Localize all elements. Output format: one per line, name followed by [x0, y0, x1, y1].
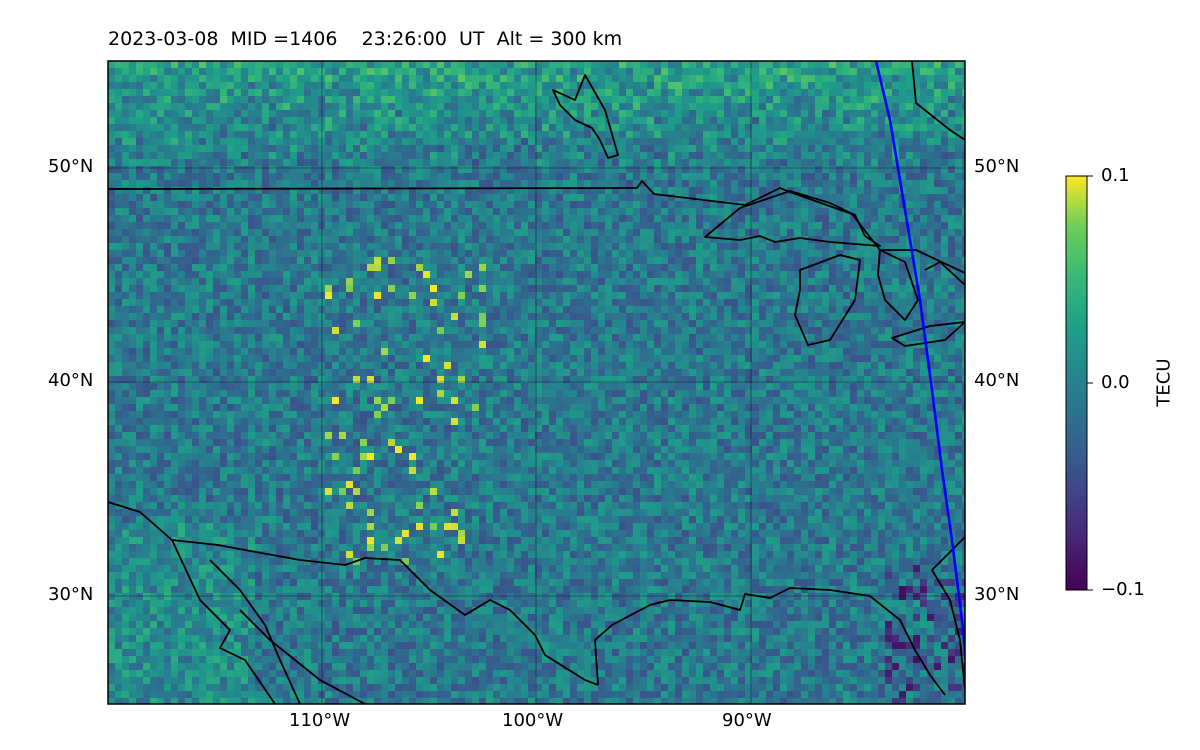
lon-label-100: 100°W — [502, 710, 564, 731]
florida-coast — [931, 536, 965, 691]
lat-label-50-left: 50°N — [48, 156, 94, 177]
colorbar — [1065, 175, 1088, 591]
baja-peninsula — [171, 539, 276, 704]
lake-michigan — [794, 254, 861, 346]
colorbar-tick-min: −0.1 — [1101, 579, 1145, 600]
mexico-west-coast — [239, 609, 366, 704]
lake-huron — [877, 249, 919, 321]
colorbar-tick-max: 0.1 — [1101, 165, 1130, 186]
ontario-coast — [924, 261, 965, 286]
tec-raster — [108, 61, 965, 704]
gridlines — [108, 61, 965, 704]
us-mexico-border — [108, 501, 599, 686]
lat-label-40-left: 40°N — [48, 370, 94, 391]
ne-coast — [911, 61, 965, 141]
lake-superior — [704, 190, 881, 247]
lat-label-50-right: 50°N — [974, 156, 1020, 177]
lat-label-30-right: 30°N — [974, 584, 1020, 605]
gulf-coast — [594, 587, 946, 696]
us-canada-border — [108, 180, 965, 274]
satellite-track — [874, 61, 965, 666]
map-frame — [107, 60, 966, 705]
tec-cells — [108, 61, 965, 704]
colorbar-label: TECU — [1153, 358, 1175, 407]
colorbar-ticks — [1087, 175, 1093, 591]
map-title: 2023-03-08 MID =1406 23:26:00 UT Alt = 3… — [108, 28, 623, 50]
lat-label-40-right: 40°N — [974, 370, 1020, 391]
lon-label-90: 90°W — [722, 710, 772, 731]
lat-label-30-left: 30°N — [48, 584, 94, 605]
hudson-bay-coast — [552, 74, 619, 159]
lon-label-110: 110°W — [289, 710, 351, 731]
gulf-of-california — [209, 559, 301, 704]
colorbar-tick-zero: 0.0 — [1101, 372, 1130, 393]
coastlines — [108, 61, 965, 704]
